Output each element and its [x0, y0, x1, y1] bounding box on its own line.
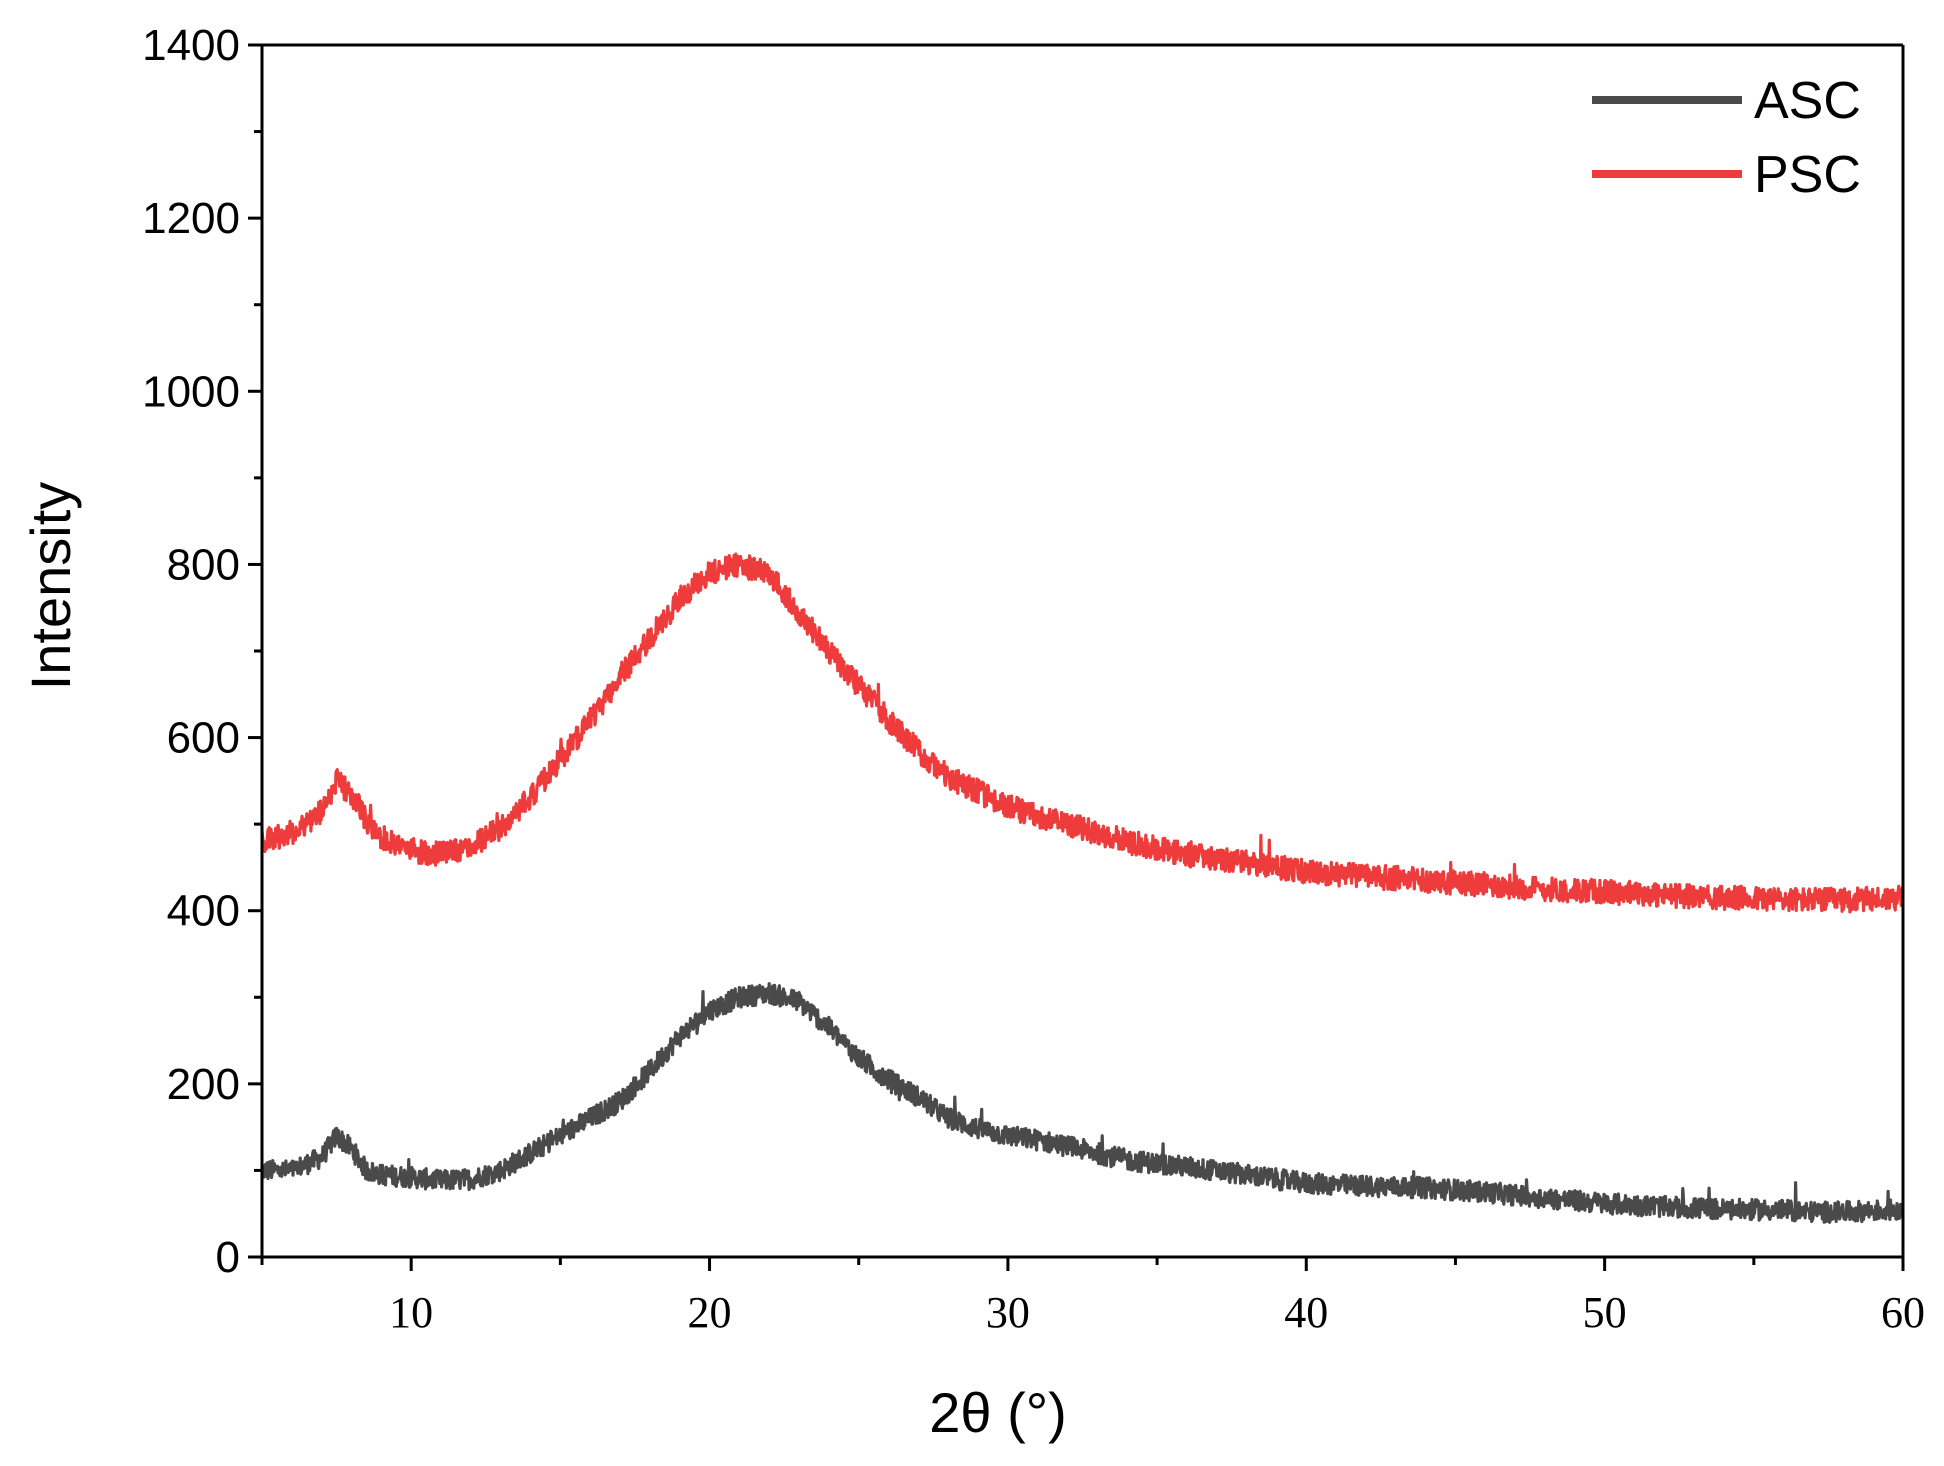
- x-tick-label: 50: [1583, 1288, 1627, 1337]
- y-tick-label: 1200: [142, 194, 240, 243]
- x-tick-label: 60: [1881, 1288, 1925, 1337]
- y-axis-title: Intensity: [19, 482, 82, 691]
- y-tick-label: 800: [167, 540, 240, 589]
- legend-label-asc: ASC: [1754, 72, 1861, 130]
- x-tick-label: 10: [389, 1288, 433, 1337]
- ticks: 0 200 400 600 800 1000 1200 1400 10 20 30 40 50 60: [142, 21, 1925, 1337]
- x-tick-label: 40: [1284, 1288, 1328, 1337]
- legend: ASC PSC: [1592, 72, 1861, 204]
- series-layer: [260, 552, 1905, 1224]
- x-axis-title: 2θ (°): [929, 1381, 1067, 1444]
- y-tick-label: 200: [167, 1060, 240, 1109]
- series-line-psc: [260, 552, 1905, 914]
- series-line-asc: [260, 982, 1905, 1224]
- y-tick-label: 0: [216, 1233, 240, 1282]
- x-tick-label: 30: [986, 1288, 1030, 1337]
- legend-label-psc: PSC: [1754, 146, 1861, 204]
- y-tick-label: 400: [167, 887, 240, 936]
- y-tick-label: 1400: [142, 21, 240, 70]
- y-tick-label: 600: [167, 714, 240, 763]
- axes: [260, 43, 1905, 1259]
- x-tick-label: 20: [688, 1288, 732, 1337]
- y-tick-label: 1000: [142, 367, 240, 416]
